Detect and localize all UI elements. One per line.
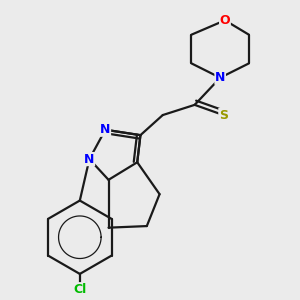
Text: N: N xyxy=(100,123,110,136)
Text: Cl: Cl xyxy=(73,283,86,296)
Text: O: O xyxy=(220,14,230,27)
Text: N: N xyxy=(84,153,94,166)
Text: N: N xyxy=(215,71,225,84)
Text: S: S xyxy=(219,109,228,122)
